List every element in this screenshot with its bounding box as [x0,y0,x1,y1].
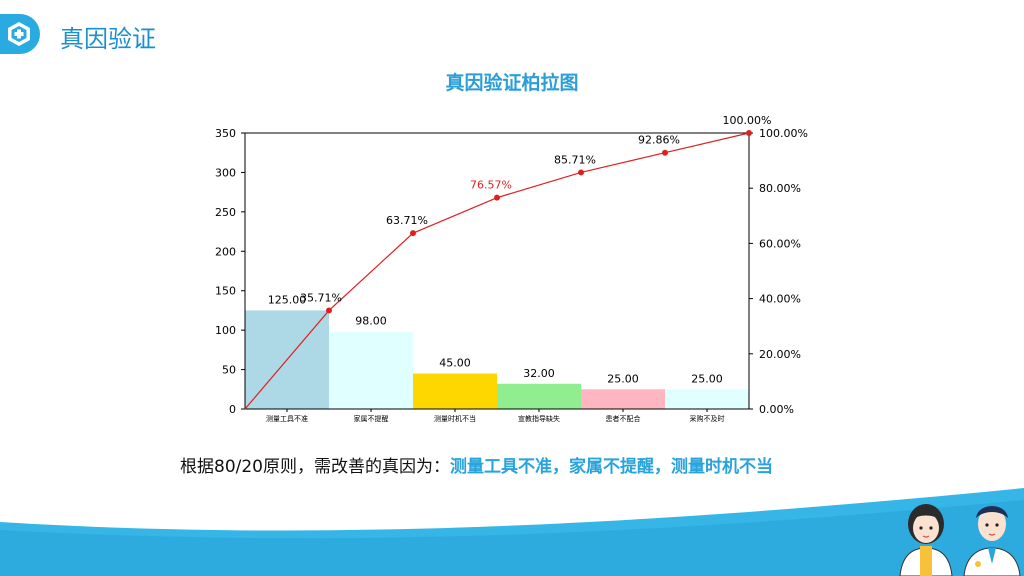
y2-tick-label: 20.00% [759,348,801,361]
doctors-illustration [899,504,1021,576]
cumulative-label: 35.71% [300,291,342,304]
cumulative-label: 85.71% [554,153,596,166]
bar-value-label: 32.00 [523,367,555,380]
doctor-figure [963,506,1021,576]
bar-value-label: 125.00 [268,293,307,306]
conclusion-text: 根据80/20原则，需改善的真因为：测量工具不准，家属不提醒，测量时机不当 [180,452,773,477]
conclusion-prefix: 根据80/20原则，需改善的真因为： [180,457,450,477]
cumulative-label: 63.71% [386,214,428,227]
nurse-figure [899,504,953,576]
y-tick-label: 150 [215,285,236,298]
cumulative-label: 76.57% [470,179,512,192]
x-tick-label: 测量工具不准 [266,414,308,423]
y-tick-label: 250 [215,206,236,219]
y-tick-label: 350 [215,127,236,140]
y2-tick-label: 100.00% [759,127,808,140]
y-tick-label: 300 [215,166,236,179]
cumulative-point [410,230,416,237]
pareto-chart: 0 50 100 150 200 250 300 350 0.00% 20.00% 40.00% 60… [215,114,808,423]
hospital-hex-icon [8,22,30,46]
y2-tick-label: 40.00% [759,293,801,306]
bar-value-label: 45.00 [439,357,471,370]
cumulative-point [578,169,584,176]
y-tick-label: 100 [215,324,236,337]
x-tick-label: 家属不提醒 [354,414,389,423]
bar-value-label: 25.00 [607,372,639,385]
conclusion-highlight: 测量工具不准，家属不提醒，测量时机不当 [450,457,773,477]
y-tick-label: 50 [222,364,236,377]
chart-title: 真因验证柏拉图 [445,72,579,94]
cumulative-label: 92.86% [638,134,680,147]
bar [329,331,413,409]
cumulative-point [662,149,668,156]
bar [497,383,581,409]
cumulative-point [494,194,500,201]
bar [581,389,665,409]
bar [665,389,749,409]
y2-tick-label: 0.00% [759,403,794,416]
bar-value-label: 25.00 [691,372,723,385]
header-badge [0,14,40,54]
y2-tick-label: 60.00% [759,237,801,250]
cumulative-point [746,130,752,136]
page-title: 真因验证 [60,25,156,53]
y-tick-label: 200 [215,245,236,258]
x-tick-label: 患者不配合 [606,414,641,423]
y-tick-label: 0 [229,403,236,416]
cumulative-point [326,307,332,314]
bar [413,373,497,409]
bar-value-label: 98.00 [355,315,387,328]
cumulative-label: 100.00% [723,114,772,127]
y2-tick-label: 80.00% [759,182,801,195]
x-tick-label: 采购不及时 [690,414,725,423]
x-tick-label: 测量时机不当 [434,414,476,423]
x-tick-label: 宣教指导缺失 [518,414,560,423]
